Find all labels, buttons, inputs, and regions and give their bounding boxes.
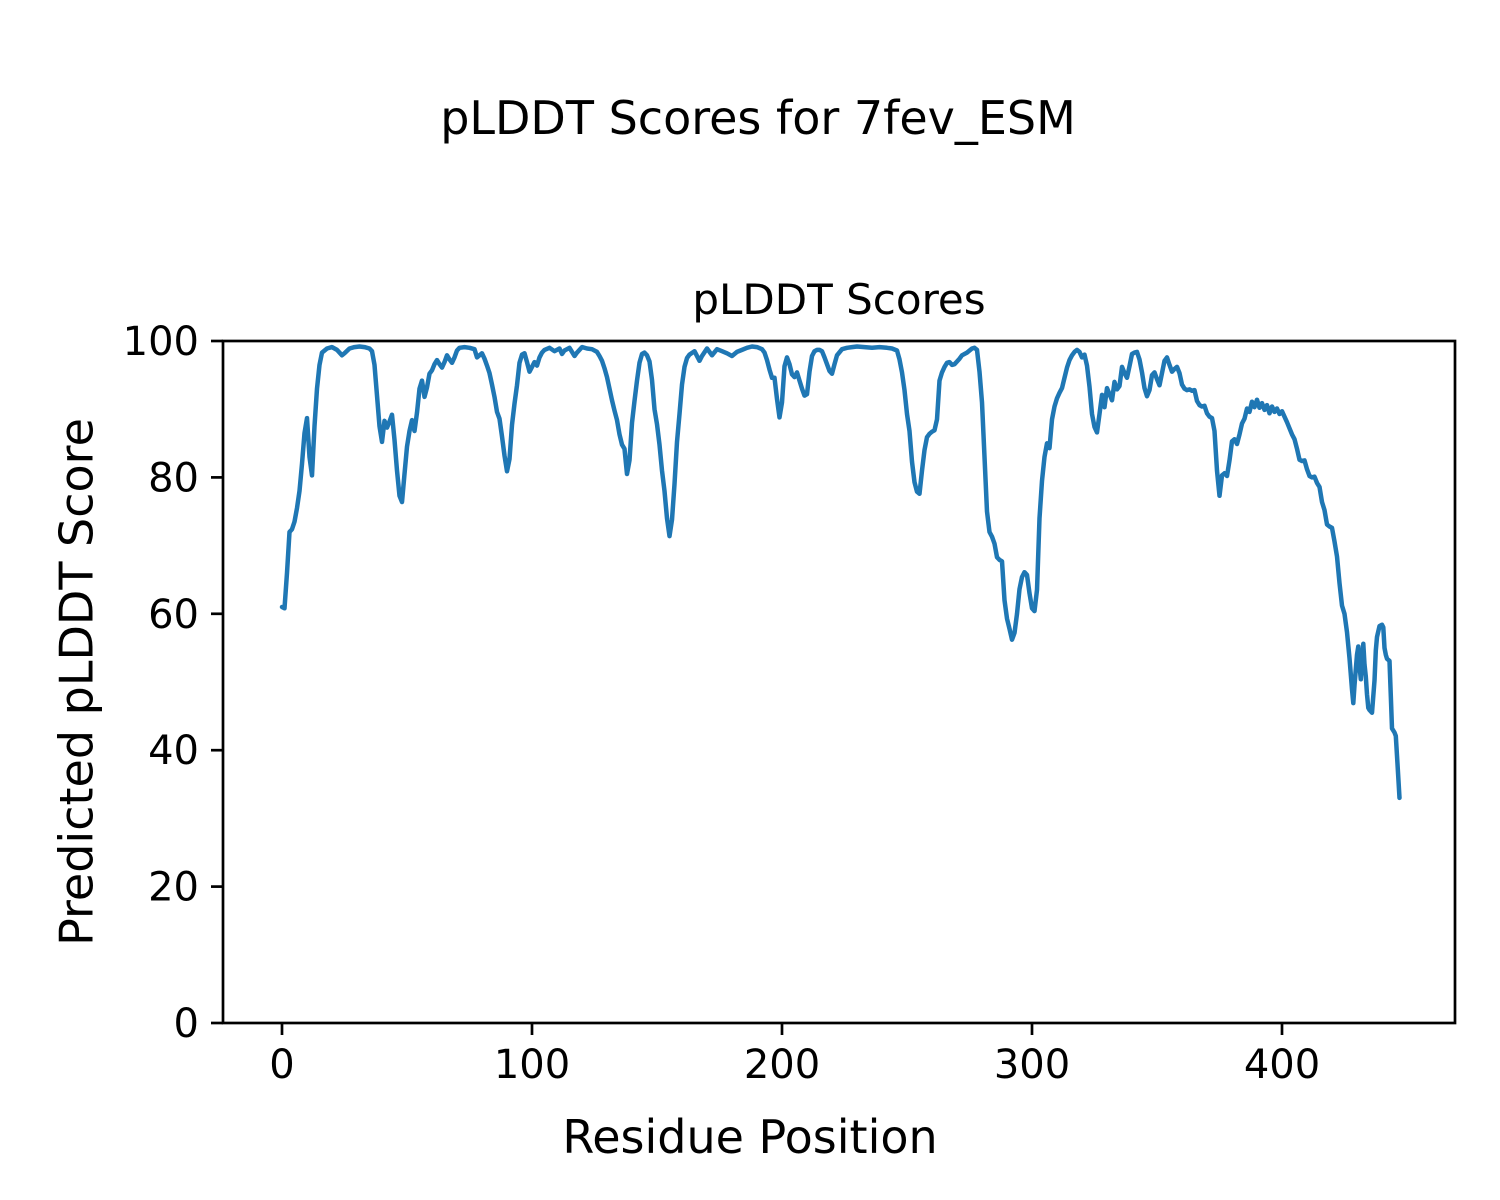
plddt-line-series: [279, 344, 1402, 801]
y-tick-label: 20: [148, 865, 199, 911]
y-tick-label: 80: [148, 455, 199, 501]
y-tick-label: 100: [123, 319, 199, 365]
x-axis-ticks: 0 100 200 300 400: [269, 1023, 1320, 1088]
y-tick-label: 40: [148, 728, 199, 774]
x-tick-label: 300: [994, 1042, 1070, 1088]
x-tick-label: 400: [1244, 1042, 1320, 1088]
axes-title: pLDDT Scores: [692, 275, 986, 324]
y-axis-label: Predicted pLDDT Score: [49, 418, 104, 946]
y-tick-label: 60: [148, 592, 199, 638]
x-tick-label: 100: [494, 1042, 570, 1088]
y-axis-ticks: 0 20 40 60 80 100: [123, 319, 223, 1047]
x-tick-label: 200: [744, 1042, 820, 1088]
y-tick-label: 0: [174, 1001, 199, 1047]
figure-title: pLDDT Scores for 7fev_ESM: [440, 91, 1076, 145]
x-axis-label: Residue Position: [562, 1110, 938, 1164]
x-tick-label: 0: [269, 1042, 294, 1088]
axes-spines: [221, 339, 1457, 1025]
